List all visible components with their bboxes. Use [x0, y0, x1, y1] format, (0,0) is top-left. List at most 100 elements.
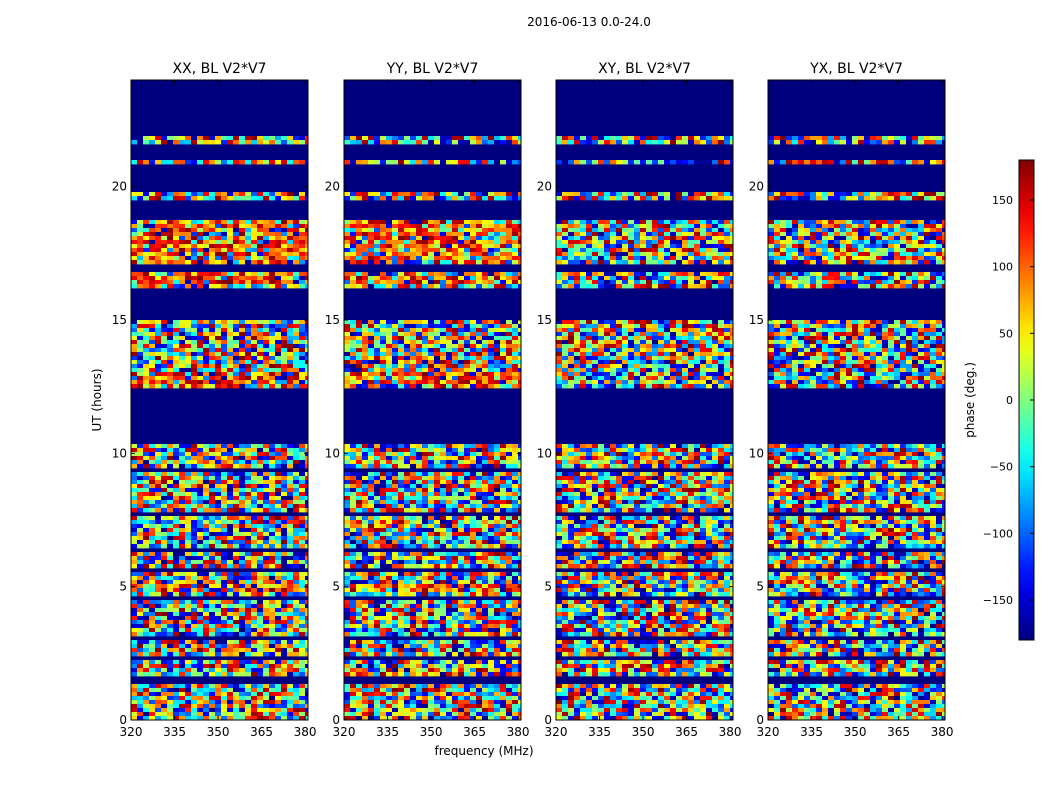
heatmap-cell [287, 252, 294, 257]
heatmap-cell [494, 284, 501, 289]
heatmap-cell [137, 348, 144, 353]
heatmap-cell [173, 260, 180, 265]
heatmap-cell [488, 256, 495, 261]
heatmap-cell [410, 140, 417, 145]
heatmap-cell [392, 368, 399, 373]
heatmap-cell [275, 652, 282, 657]
heatmap-cell [293, 632, 300, 637]
heatmap-cell [161, 460, 168, 465]
heatmap-cell [251, 664, 258, 669]
heatmap-cell [275, 560, 282, 565]
heatmap-cell [215, 444, 222, 449]
heatmap-cell [380, 332, 387, 337]
heatmap-cell [173, 224, 180, 229]
heatmap-cell [131, 488, 138, 493]
heatmap-cell [131, 524, 138, 529]
heatmap-cell [293, 140, 300, 145]
heatmap-cell [512, 520, 519, 525]
heatmap-cell [380, 328, 387, 333]
heatmap-cell [137, 532, 144, 537]
heatmap-cell [227, 576, 234, 581]
heatmap-cell [512, 248, 519, 253]
heatmap-cell [380, 448, 387, 453]
heatmap-cell [239, 684, 246, 689]
heatmap-cell [458, 516, 465, 521]
heatmap-cell [257, 540, 264, 545]
heatmap-cell [299, 476, 306, 481]
heatmap-cell [149, 692, 156, 697]
heatmap-cell [506, 540, 513, 545]
heatmap-cell [275, 624, 282, 629]
heatmap-cell [440, 552, 447, 557]
heatmap-cell [287, 672, 294, 677]
heatmap-cell [287, 236, 294, 241]
heatmap-cell [167, 252, 174, 257]
heatmap-cell [458, 532, 465, 537]
heatmap-cell [398, 160, 405, 165]
heatmap-cell [179, 356, 186, 361]
heatmap-cell [257, 260, 264, 265]
heatmap-cell [131, 244, 138, 249]
heatmap-cell [251, 336, 258, 341]
heatmap-cell [221, 516, 228, 521]
heatmap-cell [440, 244, 447, 249]
heatmap-cell [392, 456, 399, 461]
heatmap-cell [161, 456, 168, 461]
heatmap-cell [239, 256, 246, 261]
heatmap-cell [293, 360, 300, 365]
heatmap-cell [404, 368, 411, 373]
heatmap-cell [275, 684, 282, 689]
heatmap-cell [185, 336, 192, 341]
heatmap-cell [458, 524, 465, 529]
heatmap-cell [227, 604, 234, 609]
heatmap-cell [275, 516, 282, 521]
heatmap-cell [137, 220, 144, 225]
heatmap-cell [440, 448, 447, 453]
heatmap-cell [281, 376, 288, 381]
heatmap-cell [257, 496, 264, 501]
heatmap-cell [452, 240, 459, 245]
heatmap-cell [446, 348, 453, 353]
heatmap-cell [482, 532, 489, 537]
heatmap-cell [440, 240, 447, 245]
heatmap-cell [269, 196, 276, 201]
heatmap-cell [476, 340, 483, 345]
heatmap-cell [428, 356, 435, 361]
heatmap-cell [155, 620, 162, 625]
heatmap-cell [476, 276, 483, 281]
heatmap-cell [221, 224, 228, 229]
heatmap-cell [434, 140, 441, 145]
heatmap-cell [245, 588, 252, 593]
heatmap-cell [197, 252, 204, 257]
heatmap-cell [275, 712, 282, 717]
heatmap-cell [167, 576, 174, 581]
heatmap-cell [368, 324, 375, 329]
heatmap-cell [500, 192, 507, 197]
heatmap-cell [251, 356, 258, 361]
heatmap-cell [263, 620, 270, 625]
heatmap-cell [155, 528, 162, 533]
heatmap-cell [227, 380, 234, 385]
heatmap-cell [149, 648, 156, 653]
heatmap-cell [356, 516, 363, 521]
heatmap-cell [380, 496, 387, 501]
heatmap-cell [464, 452, 471, 457]
heatmap-cell [470, 280, 477, 285]
heatmap-cell [299, 500, 306, 505]
heatmap-cell [488, 136, 495, 141]
heatmap-cell [257, 628, 264, 633]
heatmap-cell [293, 336, 300, 341]
heatmap-cell [305, 280, 308, 285]
heatmap-cell [380, 488, 387, 493]
heatmap-cell [137, 332, 144, 337]
heatmap-cell [368, 504, 375, 509]
heatmap-cell [131, 280, 138, 285]
heatmap-cell [350, 140, 357, 145]
heatmap-cell [398, 192, 405, 197]
heatmap-cell [416, 228, 423, 233]
heatmap-cell [380, 280, 387, 285]
heatmap-cell [422, 192, 429, 197]
heatmap-cell [506, 364, 513, 369]
heatmap-cell [251, 372, 258, 377]
heatmap-cell [434, 220, 441, 225]
